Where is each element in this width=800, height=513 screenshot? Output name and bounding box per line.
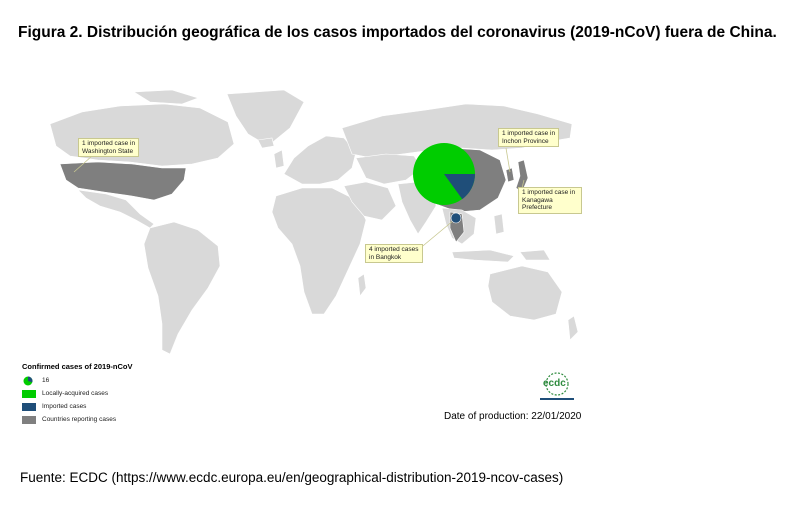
legend-label-imported: Imported cases (42, 403, 87, 410)
middle-east (343, 181, 397, 221)
callout-washington-line1: 1 imported case in (82, 140, 136, 147)
new-zealand (567, 315, 579, 341)
world-map-svg (49, 89, 579, 355)
greenland (226, 89, 305, 147)
thailand-marker (450, 212, 462, 224)
legend-row-imported: Imported cases (22, 401, 222, 412)
china-pie (413, 143, 475, 205)
figure-source: Fuente: ECDC (https://www.ecdc.europa.eu… (20, 470, 564, 485)
logo-text: ecdc (543, 378, 566, 389)
callout-incheon-line1: 1 imported case in (502, 130, 556, 137)
new-guinea (519, 249, 551, 261)
callout-kanagawa: 1 imported case in Kanagawa Prefecture (518, 187, 582, 214)
ecdc-logo-graphic (540, 372, 574, 400)
philippines (493, 213, 505, 235)
legend-row-count: 16 (22, 375, 222, 386)
locally-acquired-swatch (22, 389, 36, 398)
imported-swatch (22, 402, 36, 411)
callout-washington-line2: Washington State (82, 147, 134, 155)
south-america (143, 221, 221, 355)
leader-incheon (505, 147, 511, 173)
legend-row-local: Locally-acquired cases (22, 388, 222, 399)
europe (283, 135, 357, 185)
south-korea (505, 167, 515, 183)
legend-label-reporting: Countries reporting cases (42, 416, 117, 423)
reporting-swatch (22, 415, 36, 424)
leader-washington (73, 155, 93, 173)
iceland (257, 137, 275, 149)
production-date: Date of production: 22/01/2020 (444, 411, 582, 422)
legend-title: Confirmed cases of 2019-nCoV (22, 362, 133, 371)
world-map: 1 imported case in Washington State 1 im… (22, 88, 582, 433)
legend-label-local: Locally-acquired cases (42, 390, 109, 397)
callout-kanagawa-line1: 1 imported case in (522, 189, 576, 196)
callout-kanagawa-line2: Kanagawa Prefecture (522, 196, 553, 212)
africa (271, 187, 367, 315)
madagascar (357, 273, 367, 297)
leader-bangkok (417, 219, 455, 251)
legend-label-count: 16 (42, 377, 50, 384)
callout-incheon-line2: Inchon Province (502, 137, 549, 145)
uk (273, 149, 285, 169)
indonesia (451, 249, 515, 263)
australia (487, 265, 563, 321)
callout-incheon: 1 imported case in Inchon Province (498, 128, 560, 147)
map-legend: Confirmed cases of 2019-nCoV 16 Locally-… (22, 362, 222, 427)
figure-title: Figura 2. Distribución geográfica de los… (18, 24, 777, 41)
usa (59, 161, 187, 201)
callout-bangkok-line2: in Bangkok (369, 253, 402, 261)
callout-washington: 1 imported case in Washington State (78, 138, 140, 157)
ecdc-logo-icon: ecdc (536, 372, 578, 404)
arctic-islands (133, 89, 199, 105)
pie-symbol-icon (23, 376, 33, 385)
callout-bangkok: 4 imported cases in Bangkok (365, 244, 423, 263)
central-asia (355, 153, 423, 185)
callout-bangkok-line1: 4 imported cases (369, 246, 419, 253)
legend-row-reporting: Countries reporting cases (22, 414, 222, 425)
pie-imported-slice (444, 174, 475, 200)
